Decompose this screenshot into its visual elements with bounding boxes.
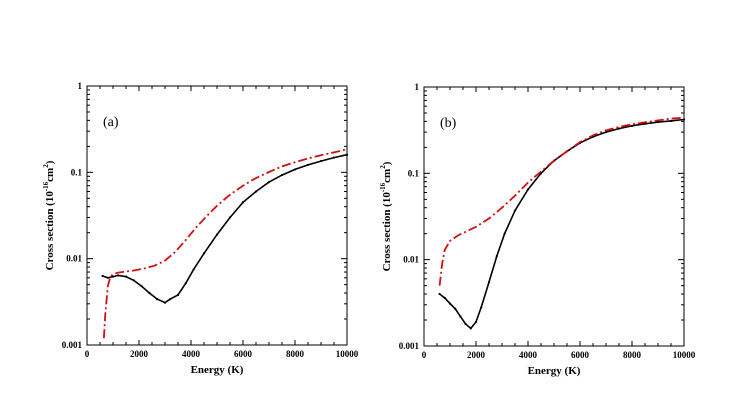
y-axis-label-main: Cross section (10 [44,191,56,271]
x-tick-label: 4000 [182,349,201,359]
data-point [438,292,441,296]
y-tick-label: 0.1 [71,167,83,177]
data-point [140,285,143,288]
data-point [495,254,498,258]
panel-b: 0 2000 4000 6000 8000 10000 0.001 0.01 0.1 1 Energ… [379,82,696,377]
y-axis-label-close: ) [381,161,393,165]
y-axis-label-unit-exponent: 2 [42,164,50,168]
data-point [202,252,206,255]
series-dashdot-line [438,116,685,286]
panel-label: (a) [103,115,119,130]
data-point [106,276,109,279]
data-point [464,322,467,326]
data-point [267,181,271,184]
data-point [306,163,310,166]
plot-frame [423,86,685,347]
y-axis-label-unit: cm [381,169,393,183]
y-axis-label: Cross section (10-16cm2) [379,161,393,271]
x-tick-label: 10000 [673,350,696,360]
plot-frame [86,85,348,346]
x-tick-label: 0 [85,349,90,359]
series-dashdot-line [103,148,348,339]
x-tick-label: 2000 [130,349,149,359]
y-axis-label: Cross section (10-16cm2) [42,160,56,270]
data-point [503,232,506,235]
x-axis-label: Energy (K) [528,365,581,377]
data-point [319,159,323,163]
data-point [192,268,195,271]
y-axis-label-exponent: -16 [379,182,387,192]
data-point [169,298,172,301]
data-point [459,315,462,318]
x-tick-label: 10000 [336,349,359,359]
x-tick-label: 8000 [623,350,642,360]
x-axis-label: Energy (K) [191,364,244,376]
y-tick-label: 0.001 [62,340,83,350]
data-point [682,118,686,121]
data-point [101,274,104,278]
data-point [332,156,336,159]
data-point [656,121,660,124]
data-point [241,201,245,204]
data-point [526,188,530,191]
data-point [448,302,452,305]
data-point [148,291,151,295]
data-point [487,280,491,284]
data-point [443,296,446,300]
panel-label: (b) [440,116,457,131]
data-point [604,131,608,134]
data-point [630,124,634,127]
data-point [111,275,115,278]
data-point [293,168,297,171]
data-point [480,306,483,309]
y-tick-label: 1 [78,81,83,91]
data-point [469,327,472,330]
x-tick-label: 8000 [286,349,305,359]
y-axis-label-unit: cm [44,168,56,182]
data-point [132,279,135,282]
data-point [513,209,517,212]
data-point [184,282,187,285]
x-tick-label: 6000 [571,350,590,360]
y-tick-label: 0.1 [408,168,420,178]
series-solid-line [102,153,348,304]
data-point [228,216,232,219]
data-point [176,293,180,297]
y-axis-label-main: Cross section (10 [381,192,393,272]
data-point [124,275,128,278]
data-point [280,173,284,177]
data-point [454,307,457,310]
x-tick-label: 2000 [467,350,486,360]
series-solid-line [439,118,685,330]
data-point [345,153,349,156]
data-point [474,320,478,324]
y-tick-label: 0.01 [66,254,82,264]
y-axis-label-close: ) [44,160,56,164]
data-point [156,298,159,301]
data-point [117,274,120,277]
data-point [254,190,258,193]
data-point [215,233,219,236]
x-tick-label: 4000 [519,350,538,360]
y-tick-label: 1 [415,82,420,92]
x-tick-label: 6000 [234,349,253,359]
x-tick-label: 0 [422,350,427,360]
data-point [669,119,673,122]
panel-a: 0 2000 4000 6000 8000 10000 0.001 0.01 0.1 1 Energ… [42,81,359,376]
y-tick-label: 0.001 [399,341,420,351]
data-point [163,301,167,304]
data-point [617,127,621,130]
y-axis-label-unit-exponent: 2 [379,165,387,169]
y-tick-label: 0.01 [403,255,419,265]
y-axis-label-exponent: -16 [42,181,50,191]
